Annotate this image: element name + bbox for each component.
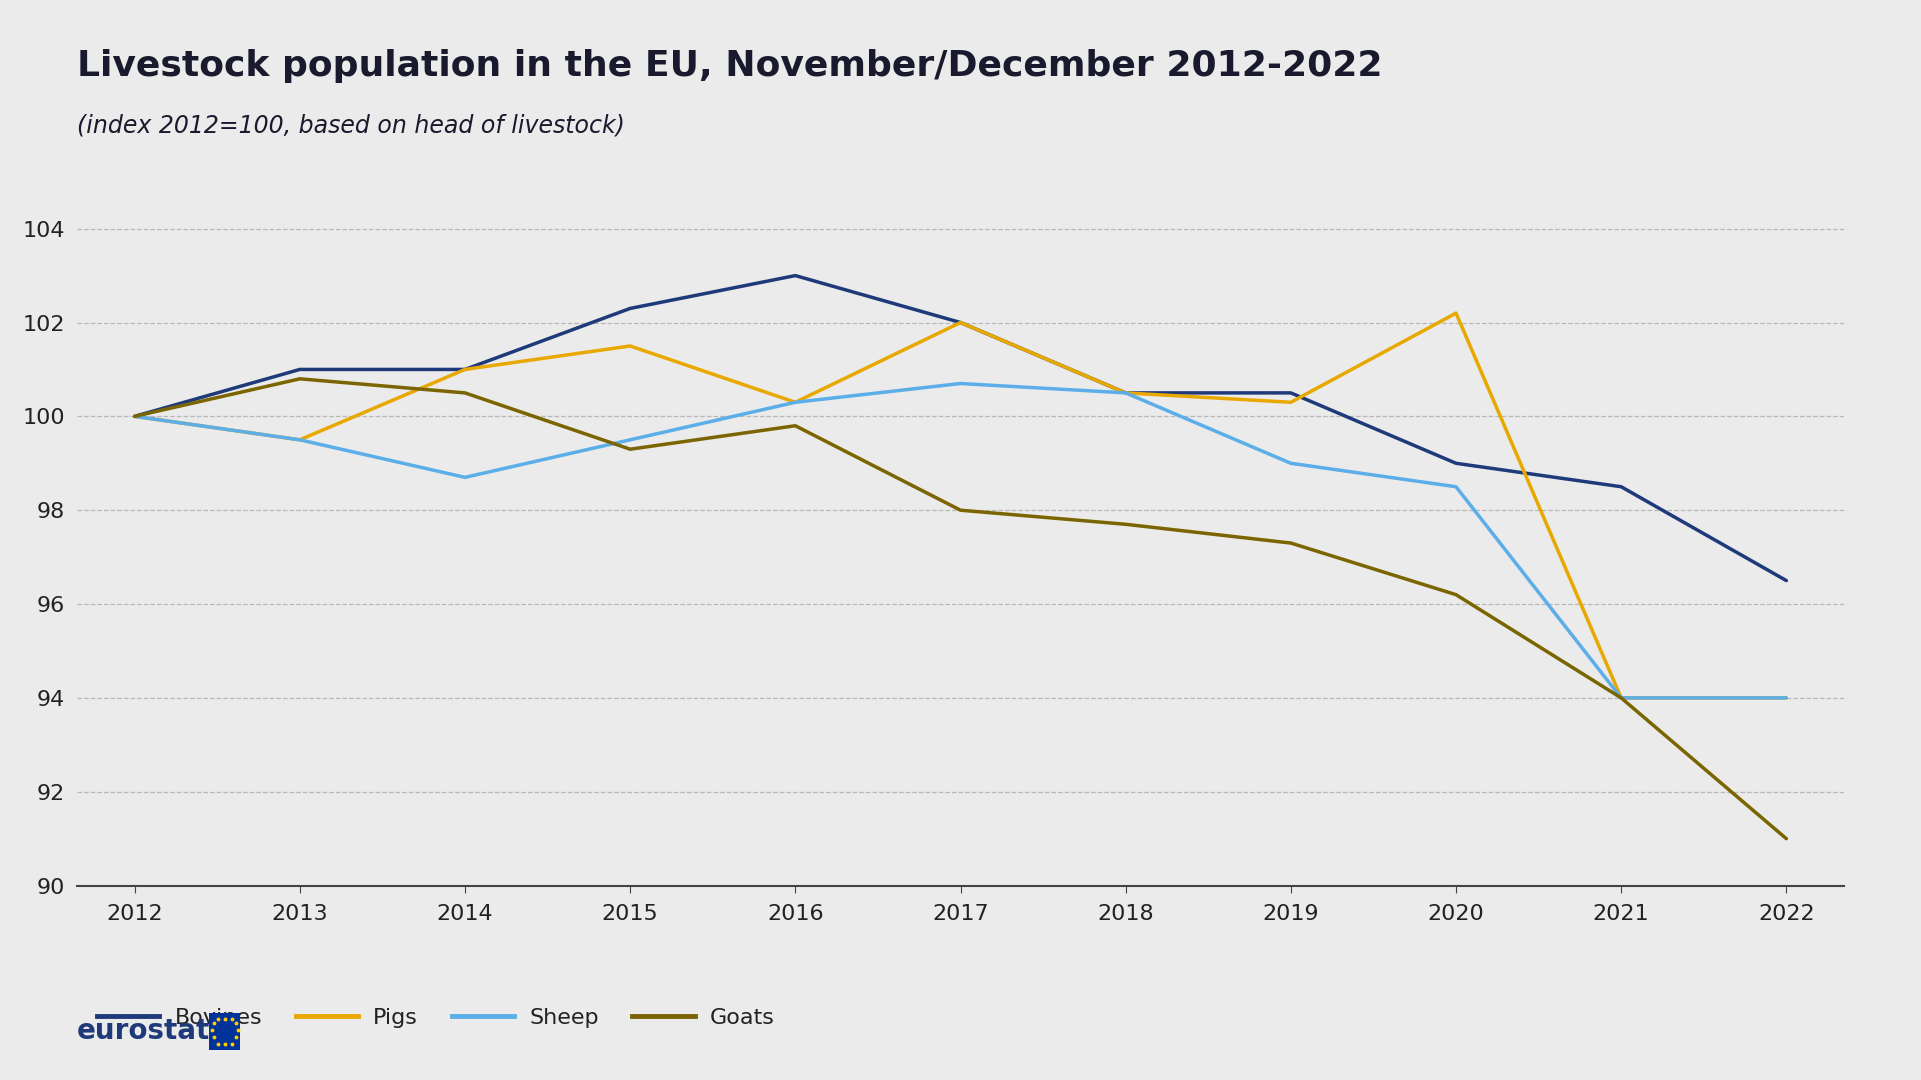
Legend: Bovines, Pigs, Sheep, Goats: Bovines, Pigs, Sheep, Goats bbox=[88, 999, 784, 1037]
Text: Livestock population in the EU, November/December 2012-2022: Livestock population in the EU, November… bbox=[77, 49, 1383, 82]
Text: eurostat: eurostat bbox=[77, 1017, 209, 1045]
Text: (index 2012=100, based on head of livestock): (index 2012=100, based on head of livest… bbox=[77, 113, 624, 137]
